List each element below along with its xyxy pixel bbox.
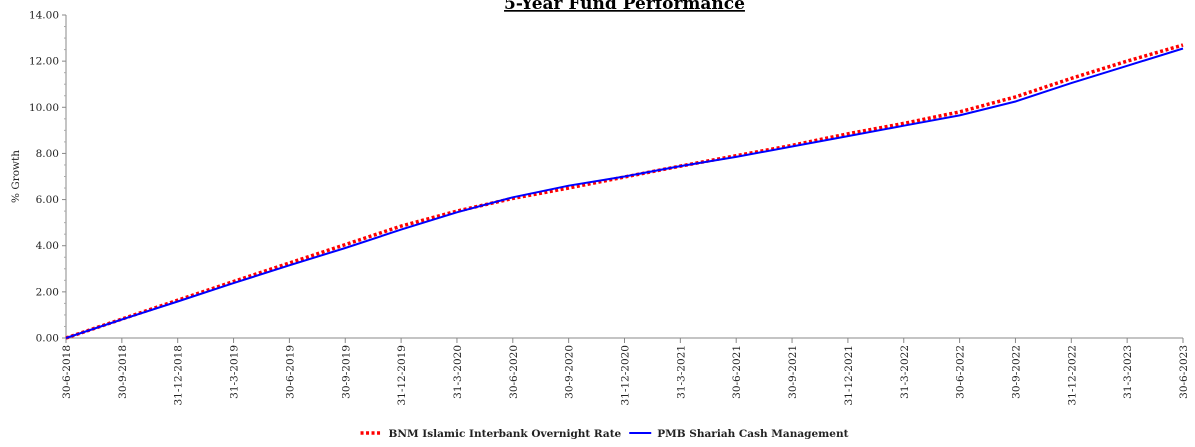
x-tick-label: 31-3-2021 [675, 345, 687, 399]
x-tick-label: 31-12-2021 [843, 345, 855, 406]
x-tick-label: 31-12-2019 [396, 345, 408, 406]
legend-item: BNM Islamic Interbank Overnight Rate [360, 428, 622, 440]
y-tick-label: 14.00 [29, 10, 59, 22]
legend-item: PMB Shariah Cash Management [629, 428, 849, 440]
y-tick-label: 8.00 [36, 148, 59, 160]
x-tick-label: 30-6-2022 [955, 345, 967, 399]
x-tick-label: 30-6-2023 [1178, 345, 1190, 399]
x-tick-label: 30-6-2020 [508, 345, 520, 399]
legend-label: PMB Shariah Cash Management [657, 428, 848, 440]
y-tick-label: 6.00 [36, 194, 59, 206]
y-tick-label: 12.00 [29, 56, 59, 68]
y-axis-label: % Growth [10, 150, 22, 203]
legend-label: BNM Islamic Interbank Overnight Rate [389, 428, 622, 440]
x-tick-label: 31-12-2018 [173, 345, 185, 406]
x-tick-label: 30-9-2019 [340, 345, 352, 399]
x-tick-label: 31-12-2022 [1066, 345, 1078, 406]
x-tick-label: 31-3-2020 [452, 345, 464, 399]
x-tick-label: 31-3-2019 [229, 345, 241, 399]
y-tick-label: 0.00 [36, 333, 59, 345]
x-tick-label: 30-9-2022 [1010, 345, 1022, 399]
y-tick-label: 4.00 [36, 240, 59, 252]
x-tick-label: 30-6-2019 [284, 345, 296, 399]
x-tick-label: 30-6-2021 [731, 345, 743, 399]
x-tick-label: 30-9-2018 [117, 345, 129, 399]
x-tick-label: 30-9-2020 [564, 345, 576, 399]
y-tick-label: 10.00 [29, 102, 59, 114]
x-tick-label: 31-3-2022 [899, 345, 911, 399]
x-tick-label: 30-9-2021 [787, 345, 799, 399]
x-tick-label: 31-3-2023 [1122, 345, 1134, 399]
x-tick-label: 31-12-2020 [620, 345, 632, 406]
x-tick-label: 30-6-2018 [61, 345, 73, 399]
chart-title: 5-Year Fund Performance [504, 0, 745, 14]
y-tick-label: 2.00 [36, 286, 59, 298]
series-line-0 [65, 43, 1184, 340]
series-line-1 [65, 47, 1184, 339]
